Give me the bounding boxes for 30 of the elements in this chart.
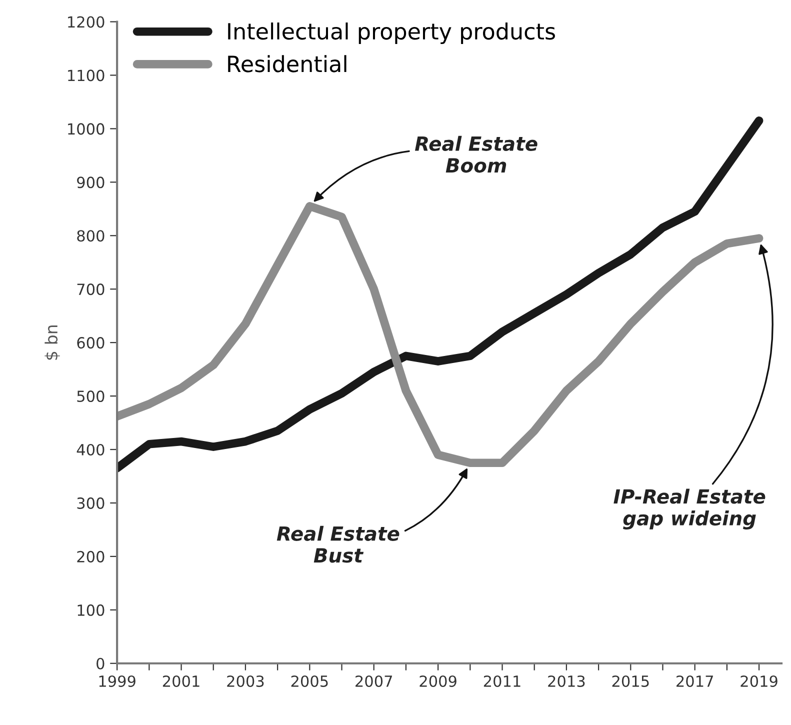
y-tick-label: 200 [77,550,104,562]
x-tick-label: 2009 [420,675,456,688]
x-tick-label: 2017 [676,675,713,688]
y-tick-label: 500 [77,390,104,402]
y-tick-label: 900 [77,176,104,188]
annotation: Real Estate Boom [414,136,538,173]
x-tick-label: 2007 [356,675,392,688]
x-tick-label: 2011 [484,675,520,688]
y-tick-label: 1200 [68,16,104,28]
y-tick-label: 800 [77,230,104,242]
y-tick-label: 700 [77,284,104,296]
legend-label: Residential [228,55,346,72]
y-tick-label: 1100 [68,70,104,82]
x-tick-label: 2015 [612,675,649,688]
y-tick-label: 600 [77,337,104,349]
y-tick-label: 0 [96,658,104,670]
x-tick-label: 2001 [162,675,200,688]
y-tick-label: 1000 [68,123,104,135]
y-tick-label: 100 [78,604,104,616]
x-tick-label: 1999 [99,675,136,688]
y-tick-label: 300 [77,497,104,509]
y-axis-title: $ bn [44,325,60,360]
x-tick-label: 2013 [548,675,585,688]
x-tick-label: 2005 [291,675,328,688]
x-tick-label: 2003 [227,675,264,688]
y-tick-label: 400 [76,444,104,456]
legend-label: Intellectual property products [228,22,556,44]
annotation: Real Estate Bust [276,526,400,563]
x-tick-label: 2019 [740,675,778,688]
annotation: IP-Real Estate gap wideing [614,488,766,530]
